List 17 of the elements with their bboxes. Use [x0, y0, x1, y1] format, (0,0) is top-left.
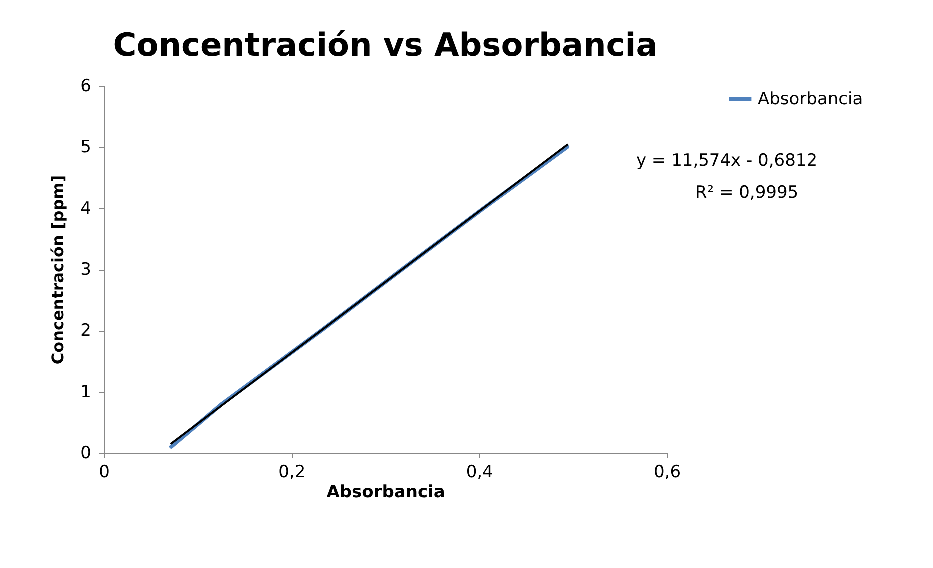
y-tick-label: 6	[80, 76, 92, 96]
chart-title: Concentración vs Absorbancia	[113, 26, 658, 64]
x-axis-title: Absorbancia	[326, 482, 446, 502]
y-axis-title: Concentración [ppm]	[48, 175, 68, 365]
x-tick-label: 0,4	[466, 462, 494, 482]
x-tick-label: 0	[99, 462, 110, 482]
y-tick-label: 3	[80, 260, 92, 280]
legend-label: Absorbancia	[758, 90, 864, 110]
x-tick-label: 0,2	[278, 462, 306, 482]
y-tick-label: 2	[80, 321, 92, 342]
text: R² = 0,9995	[695, 183, 799, 203]
y-tick-label: 1	[80, 382, 92, 402]
y-tick-label: 0	[80, 444, 92, 464]
x-tick-label: 0,6	[654, 462, 682, 482]
annotation: y = 11,574x - 0,6812	[636, 151, 818, 171]
y-tick-label: 4	[80, 198, 92, 219]
y-tick-label: 5	[80, 138, 92, 158]
